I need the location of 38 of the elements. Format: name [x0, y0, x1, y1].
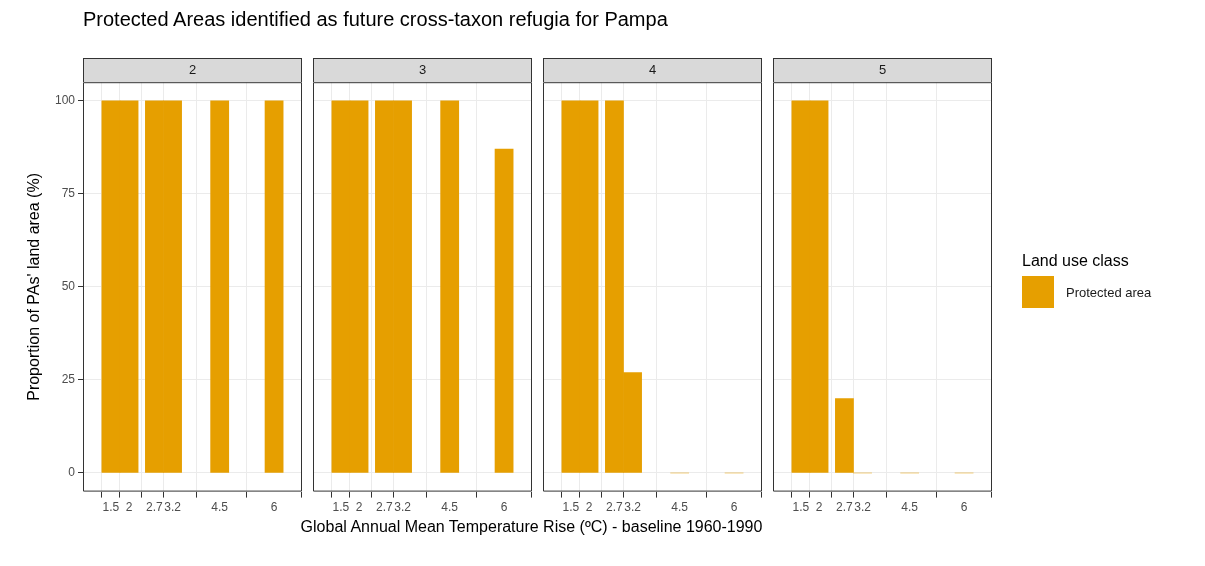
x-tick-label: 2.7 [836, 500, 854, 515]
chart-title: 4 [543, 58, 762, 83]
text: Protected Areas identified as future cross-taxon refugia for Pampa [83, 8, 669, 31]
x-tick-label: 4.5 [441, 500, 459, 515]
chart-title: 3 [313, 58, 532, 83]
x-tick-label: 3.2 [854, 500, 872, 515]
chart-title: 5 [773, 58, 992, 83]
x-tick-label: 3.2 [164, 500, 182, 515]
x-tick-label: 1.5 [562, 500, 580, 515]
x-axis-title: Global Annual Mean Temperature Rise (ºC) - baseline 1960-1990 [299, 518, 764, 536]
x-tick-label: 2 [355, 500, 363, 515]
x-tick-label: 6 [730, 500, 738, 515]
y-tick-label: 100 [54, 93, 76, 108]
y-tick-label: 0 [68, 465, 76, 480]
x-tick-label: 1.5 [102, 500, 120, 515]
y-tick-label: 50 [61, 279, 76, 294]
x-tick-label: 1.5 [792, 500, 810, 515]
x-tick-label: 3.2 [394, 500, 412, 515]
legend-title: Land use class [1022, 252, 1130, 270]
text: Protected area [1066, 284, 1152, 300]
x-tick-label: 2 [125, 500, 133, 515]
x-tick-label: 2.7 [376, 500, 394, 515]
x-tick-label: 4.5 [211, 500, 229, 515]
y-tick-label: 75 [61, 186, 76, 201]
y-tick-label: 25 [61, 372, 76, 387]
x-tick-label: 6 [270, 500, 278, 515]
x-tick-label: 1.5 [332, 500, 350, 515]
x-tick-label: 2 [585, 500, 593, 515]
x-tick-label: 4.5 [901, 500, 919, 515]
chart-title: 2 [83, 58, 302, 83]
y-axis-title: Proportion of PAs' land area (%) [25, 173, 43, 401]
x-tick-label: 6 [500, 500, 508, 515]
x-tick-label: 2.7 [606, 500, 624, 515]
x-tick-label: 4.5 [671, 500, 689, 515]
x-tick-label: 6 [960, 500, 968, 515]
x-tick-label: 2 [815, 500, 823, 515]
x-tick-label: 3.2 [624, 500, 642, 515]
x-tick-label: 2.7 [146, 500, 164, 515]
